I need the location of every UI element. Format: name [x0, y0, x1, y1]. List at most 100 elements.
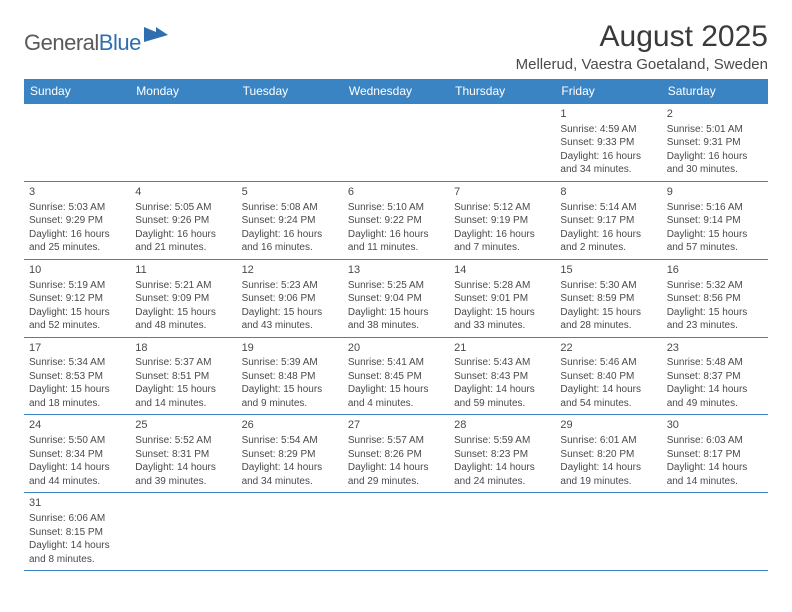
daylight-text: Daylight: 15 hours	[242, 383, 338, 397]
sunrise-text: Sunrise: 5:37 AM	[135, 356, 231, 370]
calendar-empty-cell	[343, 493, 449, 571]
calendar-empty-cell	[237, 493, 343, 571]
day-number: 2	[667, 107, 763, 122]
sunrise-text: Sunrise: 6:03 AM	[667, 434, 763, 448]
daylight-text: and 16 minutes.	[242, 241, 338, 255]
sunset-text: Sunset: 9:04 PM	[348, 292, 444, 306]
sunset-text: Sunset: 8:31 PM	[135, 448, 231, 462]
daylight-text: Daylight: 14 hours	[560, 383, 656, 397]
day-number: 24	[29, 418, 125, 433]
daylight-text: Daylight: 14 hours	[29, 461, 125, 475]
daylight-text: and 29 minutes.	[348, 475, 444, 489]
logo: GeneralBlue	[24, 26, 169, 59]
sunrise-text: Sunrise: 5:32 AM	[667, 279, 763, 293]
day-number: 25	[135, 418, 231, 433]
sunset-text: Sunset: 8:15 PM	[29, 526, 125, 540]
day-number: 30	[667, 418, 763, 433]
sunrise-text: Sunrise: 6:01 AM	[560, 434, 656, 448]
calendar-empty-cell	[237, 104, 343, 182]
calendar-week-row: 31Sunrise: 6:06 AMSunset: 8:15 PMDayligh…	[24, 493, 768, 571]
header: GeneralBlue August 2025 Mellerud, Vaestr…	[24, 20, 768, 73]
daylight-text: Daylight: 16 hours	[135, 228, 231, 242]
daylight-text: Daylight: 14 hours	[667, 383, 763, 397]
day-number: 7	[454, 185, 550, 200]
sunset-text: Sunset: 8:53 PM	[29, 370, 125, 384]
day-number: 5	[242, 185, 338, 200]
calendar-day-cell: 15Sunrise: 5:30 AMSunset: 8:59 PMDayligh…	[555, 259, 661, 337]
day-number: 12	[242, 263, 338, 278]
daylight-text: and 34 minutes.	[560, 163, 656, 177]
daylight-text: Daylight: 15 hours	[135, 306, 231, 320]
calendar-empty-cell	[555, 493, 661, 571]
weekday-header: Tuesday	[237, 79, 343, 104]
daylight-text: Daylight: 15 hours	[242, 306, 338, 320]
calendar-table: SundayMondayTuesdayWednesdayThursdayFrid…	[24, 79, 768, 571]
sunrise-text: Sunrise: 5:25 AM	[348, 279, 444, 293]
daylight-text: Daylight: 14 hours	[667, 461, 763, 475]
sunrise-text: Sunrise: 5:54 AM	[242, 434, 338, 448]
sunrise-text: Sunrise: 5:10 AM	[348, 201, 444, 215]
logo-text: GeneralBlue	[24, 30, 141, 56]
daylight-text: and 4 minutes.	[348, 397, 444, 411]
day-number: 19	[242, 341, 338, 356]
calendar-day-cell: 17Sunrise: 5:34 AMSunset: 8:53 PMDayligh…	[24, 337, 130, 415]
calendar-day-cell: 4Sunrise: 5:05 AMSunset: 9:26 PMDaylight…	[130, 181, 236, 259]
daylight-text: and 7 minutes.	[454, 241, 550, 255]
day-number: 9	[667, 185, 763, 200]
daylight-text: Daylight: 15 hours	[667, 306, 763, 320]
sunset-text: Sunset: 9:14 PM	[667, 214, 763, 228]
sunset-text: Sunset: 9:31 PM	[667, 136, 763, 150]
daylight-text: and 2 minutes.	[560, 241, 656, 255]
sunrise-text: Sunrise: 5:30 AM	[560, 279, 656, 293]
calendar-empty-cell	[130, 493, 236, 571]
calendar-week-row: 17Sunrise: 5:34 AMSunset: 8:53 PMDayligh…	[24, 337, 768, 415]
calendar-day-cell: 30Sunrise: 6:03 AMSunset: 8:17 PMDayligh…	[662, 415, 768, 493]
weekday-header-row: SundayMondayTuesdayWednesdayThursdayFrid…	[24, 79, 768, 104]
day-number: 1	[560, 107, 656, 122]
sunrise-text: Sunrise: 5:52 AM	[135, 434, 231, 448]
daylight-text: and 34 minutes.	[242, 475, 338, 489]
daylight-text: Daylight: 14 hours	[454, 461, 550, 475]
sunrise-text: Sunrise: 6:06 AM	[29, 512, 125, 526]
sunrise-text: Sunrise: 5:50 AM	[29, 434, 125, 448]
daylight-text: and 9 minutes.	[242, 397, 338, 411]
calendar-week-row: 1Sunrise: 4:59 AMSunset: 9:33 PMDaylight…	[24, 104, 768, 182]
sunrise-text: Sunrise: 5:46 AM	[560, 356, 656, 370]
daylight-text: Daylight: 15 hours	[29, 383, 125, 397]
daylight-text: Daylight: 16 hours	[560, 150, 656, 164]
day-number: 22	[560, 341, 656, 356]
day-number: 6	[348, 185, 444, 200]
daylight-text: and 59 minutes.	[454, 397, 550, 411]
sunset-text: Sunset: 9:22 PM	[348, 214, 444, 228]
day-number: 26	[242, 418, 338, 433]
calendar-day-cell: 14Sunrise: 5:28 AMSunset: 9:01 PMDayligh…	[449, 259, 555, 337]
calendar-day-cell: 3Sunrise: 5:03 AMSunset: 9:29 PMDaylight…	[24, 181, 130, 259]
sunrise-text: Sunrise: 5:19 AM	[29, 279, 125, 293]
calendar-day-cell: 22Sunrise: 5:46 AMSunset: 8:40 PMDayligh…	[555, 337, 661, 415]
daylight-text: and 52 minutes.	[29, 319, 125, 333]
daylight-text: and 30 minutes.	[667, 163, 763, 177]
sunrise-text: Sunrise: 5:23 AM	[242, 279, 338, 293]
daylight-text: Daylight: 14 hours	[348, 461, 444, 475]
sunset-text: Sunset: 9:01 PM	[454, 292, 550, 306]
daylight-text: Daylight: 15 hours	[348, 383, 444, 397]
sunset-text: Sunset: 8:56 PM	[667, 292, 763, 306]
sunrise-text: Sunrise: 5:59 AM	[454, 434, 550, 448]
sunset-text: Sunset: 9:06 PM	[242, 292, 338, 306]
day-number: 14	[454, 263, 550, 278]
month-title: August 2025	[516, 20, 768, 54]
calendar-empty-cell	[24, 104, 130, 182]
sunrise-text: Sunrise: 5:28 AM	[454, 279, 550, 293]
sunrise-text: Sunrise: 5:01 AM	[667, 123, 763, 137]
calendar-body: 1Sunrise: 4:59 AMSunset: 9:33 PMDaylight…	[24, 104, 768, 571]
daylight-text: Daylight: 16 hours	[454, 228, 550, 242]
calendar-day-cell: 27Sunrise: 5:57 AMSunset: 8:26 PMDayligh…	[343, 415, 449, 493]
sunrise-text: Sunrise: 5:48 AM	[667, 356, 763, 370]
calendar-day-cell: 26Sunrise: 5:54 AMSunset: 8:29 PMDayligh…	[237, 415, 343, 493]
calendar-day-cell: 10Sunrise: 5:19 AMSunset: 9:12 PMDayligh…	[24, 259, 130, 337]
sunset-text: Sunset: 9:19 PM	[454, 214, 550, 228]
calendar-day-cell: 7Sunrise: 5:12 AMSunset: 9:19 PMDaylight…	[449, 181, 555, 259]
daylight-text: and 44 minutes.	[29, 475, 125, 489]
daylight-text: Daylight: 15 hours	[135, 383, 231, 397]
daylight-text: Daylight: 15 hours	[667, 228, 763, 242]
